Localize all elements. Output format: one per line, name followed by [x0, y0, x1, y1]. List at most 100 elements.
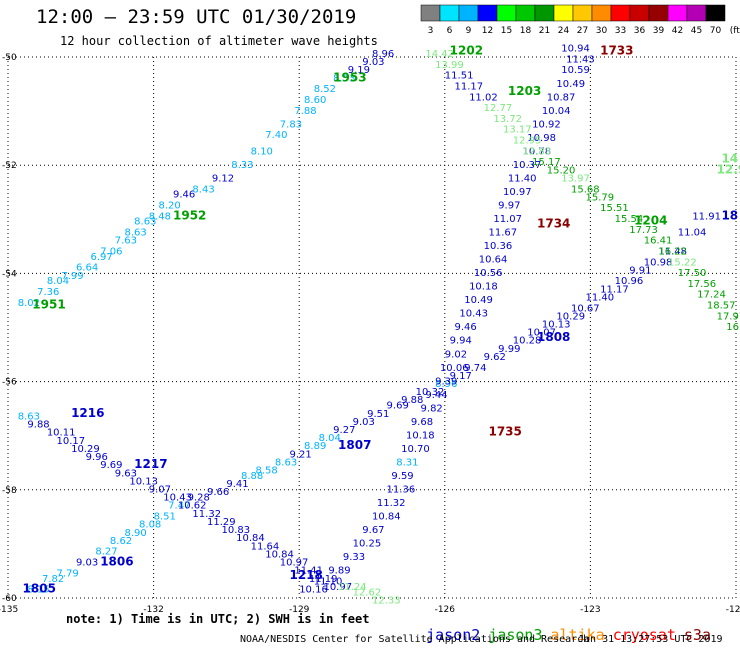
- swh-value: 9.27: [333, 425, 355, 436]
- colorbar-tick: 21: [539, 26, 550, 36]
- swh-value: 9.03: [76, 558, 98, 569]
- colorbar-swatch: [705, 4, 726, 22]
- swh-value: 9.28: [188, 493, 210, 504]
- footer-timestamp: Jan 31 13:27:53 UTC 2019: [578, 634, 723, 645]
- swh-value: 12.62: [353, 587, 382, 598]
- swh-value: 12.33: [372, 595, 401, 606]
- swh-value: 11.32: [377, 498, 406, 509]
- swh-value: 10.98: [527, 133, 556, 144]
- x-tick-label: -129: [289, 605, 310, 615]
- colorbar-tick: 9: [466, 26, 472, 36]
- swh-value: 6.64: [76, 263, 98, 274]
- x-tick-label: -126: [435, 605, 456, 615]
- colorbar-tick: 3: [428, 26, 434, 36]
- swh-value: 10.83: [222, 525, 251, 536]
- swh-value: 10.49: [464, 295, 493, 306]
- swh-value: 9.63: [115, 468, 137, 479]
- swh-value: 9.12: [212, 173, 234, 184]
- swh-value: 11.91: [692, 211, 721, 222]
- swh-value: 9.89: [328, 566, 350, 577]
- swh-value: 11.32: [192, 509, 221, 520]
- swh-value: 10.84: [236, 533, 265, 544]
- swh-value: 15.22: [668, 257, 697, 268]
- swh-value: 10.96: [615, 276, 644, 287]
- swh-value: 7.47: [168, 501, 190, 512]
- swh-value: 11.07: [493, 214, 522, 225]
- y-tick-label: -60: [2, 594, 17, 604]
- satellite-legend: jason2 jason3 altika cryosat s3a: [390, 608, 719, 650]
- swh-value: 8.88: [241, 471, 263, 482]
- swh-value: 9.02: [445, 349, 467, 360]
- colorbar-tick: 36: [634, 26, 646, 36]
- swh-value: 8.51: [154, 512, 176, 523]
- swh-value: 8.58: [256, 466, 278, 477]
- swh-value: 11.10: [314, 576, 343, 587]
- swh-value: 17.50: [678, 268, 707, 279]
- swh-value: 9.74: [464, 363, 486, 374]
- swh-value: 9.99: [498, 344, 520, 355]
- swh-value: 9.69: [100, 460, 122, 471]
- swh-value: 10.97: [503, 187, 532, 198]
- pass-time-label: 1808: [537, 330, 570, 344]
- swh-value: 6.97: [91, 252, 113, 263]
- swh-value: 10.29: [71, 444, 100, 455]
- colorbar-tick: 70: [710, 26, 722, 36]
- swh-value: 13.97: [561, 173, 590, 184]
- swh-value: 7.83: [280, 119, 302, 130]
- swh-value: 7.88: [294, 106, 316, 117]
- swh-value: 11.40: [508, 173, 537, 184]
- swh-value: 9.46: [455, 322, 477, 333]
- swh-value: 9.51: [367, 409, 389, 420]
- swh-value: 7.40: [265, 130, 287, 141]
- legend-altika: altika: [550, 626, 605, 644]
- swh-value: 9.59: [391, 471, 413, 482]
- pass-time-label: 1216: [71, 406, 104, 420]
- swh-value: 8.96: [435, 379, 457, 390]
- swh-value: 10.28: [513, 336, 542, 347]
- swh-value: 9.39: [435, 376, 457, 387]
- swh-value: 8.63: [18, 411, 40, 422]
- swh-value: 10.84: [265, 549, 294, 560]
- swh-value: 16.6: [726, 322, 740, 333]
- swh-value: 8.04: [47, 276, 69, 287]
- colorbar-tick: (ft): [730, 26, 740, 36]
- swh-value: 9.91: [629, 265, 651, 276]
- swh-value: 16.41: [644, 236, 673, 247]
- swh-value: 9.33: [343, 552, 365, 563]
- pass-time-label: 1734: [537, 216, 570, 230]
- swh-value: 10.49: [556, 79, 585, 90]
- swh-value: 11.24: [338, 582, 367, 593]
- swh-value: 15.51: [600, 203, 629, 214]
- swh-value: 10.43: [163, 493, 192, 504]
- swh-value: 9.21: [289, 449, 311, 460]
- swh-value: 14.42: [425, 49, 454, 60]
- colorbar-tick: 24: [558, 26, 570, 36]
- swh-value: 10.04: [542, 106, 571, 117]
- pass-time-label: 1951: [32, 298, 65, 312]
- swh-value: 12.95: [513, 136, 542, 147]
- swh-value: 10.64: [479, 255, 508, 266]
- swh-value: 7.79: [57, 568, 79, 579]
- swh-value: 7.82: [42, 574, 64, 585]
- swh-value: 11.43: [566, 54, 595, 65]
- pass-time-label: 1735: [488, 425, 521, 439]
- swh-value: 17.97: [717, 311, 740, 322]
- swh-value: 9.17: [450, 371, 472, 382]
- legend-jason3: jason3: [488, 626, 543, 644]
- swh-value: 13.17: [503, 125, 532, 136]
- legend-s3a: s3a: [683, 626, 711, 644]
- pass-time-label: 1953: [333, 70, 366, 84]
- pass-time-label: 1806: [100, 555, 133, 569]
- swh-value: 17.56: [687, 279, 716, 290]
- colorbar-tick: 45: [691, 26, 702, 36]
- swh-value: 11.40: [586, 292, 615, 303]
- swh-value: 11.67: [488, 228, 517, 239]
- swh-value: 9.19: [348, 65, 370, 76]
- swh-value: 11.48: [658, 246, 687, 257]
- y-tick-label: -56: [2, 378, 17, 388]
- swh-value: 9.07: [149, 485, 171, 496]
- swh-value: 12.77: [484, 103, 513, 114]
- swh-value: 7.36: [37, 287, 59, 298]
